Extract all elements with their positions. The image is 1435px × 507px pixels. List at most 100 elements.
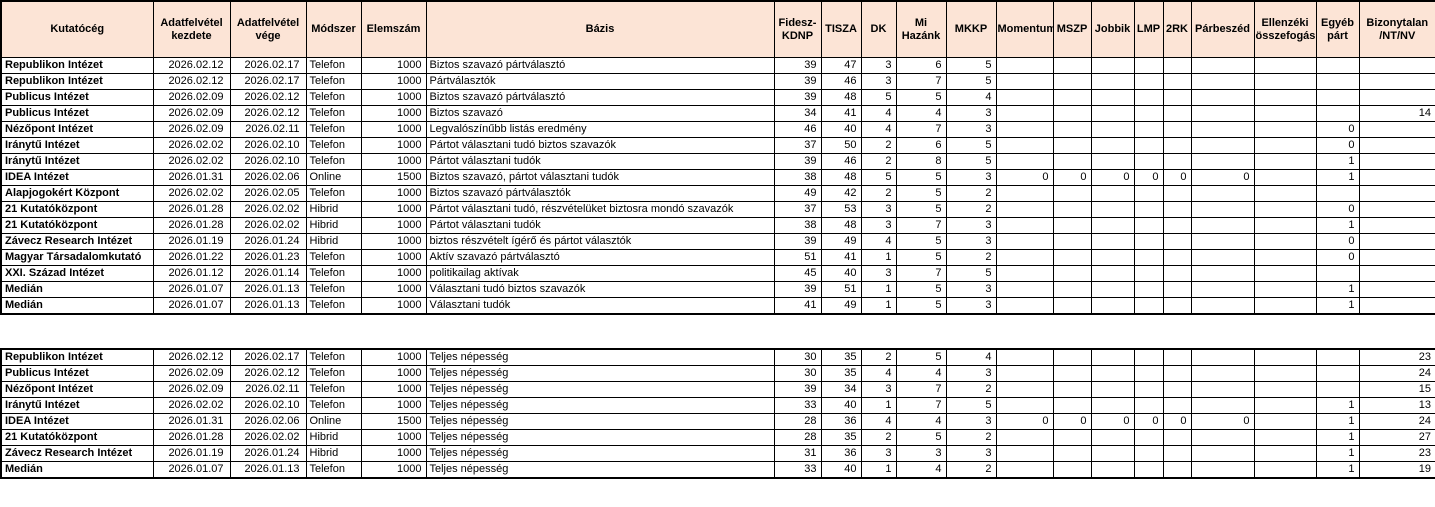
- cell-mkkp[interactable]: 3: [945, 413, 997, 430]
- cell-bazis[interactable]: politikailag aktívak: [425, 265, 775, 282]
- cell-modszer[interactable]: Hibrid: [305, 429, 362, 446]
- cell-elemszam[interactable]: 1000: [360, 381, 427, 398]
- cell-lmp[interactable]: [1133, 445, 1164, 462]
- cell-adatfelvetel-kezdete[interactable]: 2026.02.02: [152, 185, 231, 202]
- cell-elemszam[interactable]: 1000: [360, 201, 427, 218]
- cell-tisza[interactable]: 47: [820, 57, 862, 74]
- cell-bazis[interactable]: biztos részvételt ígérő és pártot válasz…: [425, 233, 775, 250]
- cell-kutatoceg[interactable]: Nézőpont Intézet: [0, 381, 154, 398]
- cell-bazis[interactable]: Teljes népesség: [425, 348, 775, 366]
- cell-mszp[interactable]: [1052, 445, 1092, 462]
- cell-bizonytalan-nt-nv[interactable]: [1358, 281, 1435, 298]
- cell-mkkp[interactable]: 3: [945, 365, 997, 382]
- cell-bizonytalan-nt-nv[interactable]: [1358, 185, 1435, 202]
- cell-2rk[interactable]: [1162, 57, 1192, 74]
- header-mi-hazank[interactable]: Mi Hazánk: [895, 0, 947, 58]
- cell-mkkp[interactable]: 3: [945, 281, 997, 298]
- cell-momentum[interactable]: [995, 185, 1054, 202]
- cell-ellenzeki-osszefogas[interactable]: [1253, 233, 1317, 250]
- cell-adatfelvetel-vege[interactable]: 2026.02.17: [229, 57, 307, 74]
- cell-2rk[interactable]: [1162, 297, 1192, 315]
- cell-momentum[interactable]: [995, 201, 1054, 218]
- cell-lmp[interactable]: [1133, 381, 1164, 398]
- header-modszer[interactable]: Módszer: [305, 0, 362, 58]
- cell-momentum[interactable]: [995, 381, 1054, 398]
- cell-egyeb-part[interactable]: 0: [1315, 121, 1360, 138]
- cell-mkkp[interactable]: 2: [945, 429, 997, 446]
- cell-2rk[interactable]: [1162, 365, 1192, 382]
- cell-ellenzeki-osszefogas[interactable]: [1253, 137, 1317, 154]
- cell-egyeb-part[interactable]: 1: [1315, 217, 1360, 234]
- cell-2rk[interactable]: [1162, 201, 1192, 218]
- cell-adatfelvetel-kezdete[interactable]: 2026.01.31: [152, 169, 231, 186]
- cell-tisza[interactable]: 41: [820, 105, 862, 122]
- cell-kutatoceg[interactable]: Medián: [0, 281, 154, 298]
- cell-dk[interactable]: 3: [860, 201, 897, 218]
- cell-bizonytalan-nt-nv[interactable]: 13: [1358, 397, 1435, 414]
- cell-parbeszed[interactable]: [1190, 365, 1255, 382]
- cell-fidesz-kdnp[interactable]: 30: [773, 348, 822, 366]
- cell-jobbik[interactable]: [1090, 381, 1135, 398]
- cell-modszer[interactable]: Telefon: [305, 265, 362, 282]
- cell-parbeszed[interactable]: [1190, 89, 1255, 106]
- cell-mkkp[interactable]: 5: [945, 137, 997, 154]
- cell-bazis[interactable]: Teljes népesség: [425, 445, 775, 462]
- cell-parbeszed[interactable]: [1190, 201, 1255, 218]
- cell-bazis[interactable]: Biztos szavazó: [425, 105, 775, 122]
- cell-dk[interactable]: 5: [860, 169, 897, 186]
- header-adatfelvetel-vege[interactable]: Adatfelvétel vége: [229, 0, 307, 58]
- cell-lmp[interactable]: [1133, 461, 1164, 479]
- cell-mi-hazank[interactable]: 4: [895, 105, 947, 122]
- cell-jobbik[interactable]: [1090, 57, 1135, 74]
- cell-jobbik[interactable]: [1090, 73, 1135, 90]
- cell-adatfelvetel-kezdete[interactable]: 2026.01.28: [152, 201, 231, 218]
- cell-bizonytalan-nt-nv[interactable]: [1358, 89, 1435, 106]
- cell-bazis[interactable]: Teljes népesség: [425, 397, 775, 414]
- header-egyeb-part[interactable]: Egyéb párt: [1315, 0, 1360, 58]
- cell-lmp[interactable]: 0: [1133, 169, 1164, 186]
- cell-lmp[interactable]: [1133, 365, 1164, 382]
- cell-mszp[interactable]: [1052, 265, 1092, 282]
- cell-tisza[interactable]: 53: [820, 201, 862, 218]
- cell-mszp[interactable]: [1052, 121, 1092, 138]
- cell-jobbik[interactable]: 0: [1090, 169, 1135, 186]
- cell-egyeb-part[interactable]: 1: [1315, 297, 1360, 315]
- cell-kutatoceg[interactable]: Republikon Intézet: [0, 73, 154, 90]
- cell-kutatoceg[interactable]: Republikon Intézet: [0, 348, 154, 366]
- cell-2rk[interactable]: [1162, 381, 1192, 398]
- cell-adatfelvetel-vege[interactable]: 2026.02.12: [229, 89, 307, 106]
- cell-fidesz-kdnp[interactable]: 31: [773, 445, 822, 462]
- header-adatfelvetel-kezdete[interactable]: Adatfelvétel kezdete: [152, 0, 231, 58]
- cell-egyeb-part[interactable]: [1315, 185, 1360, 202]
- cell-fidesz-kdnp[interactable]: 46: [773, 121, 822, 138]
- cell-adatfelvetel-vege[interactable]: 2026.02.06: [229, 169, 307, 186]
- cell-momentum[interactable]: [995, 265, 1054, 282]
- cell-ellenzeki-osszefogas[interactable]: [1253, 461, 1317, 479]
- cell-adatfelvetel-vege[interactable]: 2026.01.23: [229, 249, 307, 266]
- cell-mszp[interactable]: [1052, 281, 1092, 298]
- cell-bizonytalan-nt-nv[interactable]: [1358, 169, 1435, 186]
- cell-fidesz-kdnp[interactable]: 51: [773, 249, 822, 266]
- cell-momentum[interactable]: [995, 233, 1054, 250]
- cell-mkkp[interactable]: 3: [945, 121, 997, 138]
- cell-lmp[interactable]: [1133, 137, 1164, 154]
- cell-bazis[interactable]: Választani tudó biztos szavazók: [425, 281, 775, 298]
- cell-mkkp[interactable]: 2: [945, 201, 997, 218]
- cell-bazis[interactable]: Teljes népesség: [425, 429, 775, 446]
- cell-parbeszed[interactable]: [1190, 429, 1255, 446]
- cell-mkkp[interactable]: 3: [945, 169, 997, 186]
- cell-egyeb-part[interactable]: 0: [1315, 137, 1360, 154]
- cell-adatfelvetel-kezdete[interactable]: 2026.02.02: [152, 137, 231, 154]
- cell-ellenzeki-osszefogas[interactable]: [1253, 249, 1317, 266]
- cell-egyeb-part[interactable]: 1: [1315, 153, 1360, 170]
- cell-mi-hazank[interactable]: 4: [895, 365, 947, 382]
- cell-2rk[interactable]: [1162, 281, 1192, 298]
- cell-bazis[interactable]: Teljes népesség: [425, 413, 775, 430]
- cell-tisza[interactable]: 40: [820, 265, 862, 282]
- cell-kutatoceg[interactable]: Republikon Intézet: [0, 57, 154, 74]
- cell-mi-hazank[interactable]: 5: [895, 201, 947, 218]
- cell-ellenzeki-osszefogas[interactable]: [1253, 105, 1317, 122]
- cell-jobbik[interactable]: [1090, 185, 1135, 202]
- cell-2rk[interactable]: [1162, 233, 1192, 250]
- cell-2rk[interactable]: [1162, 397, 1192, 414]
